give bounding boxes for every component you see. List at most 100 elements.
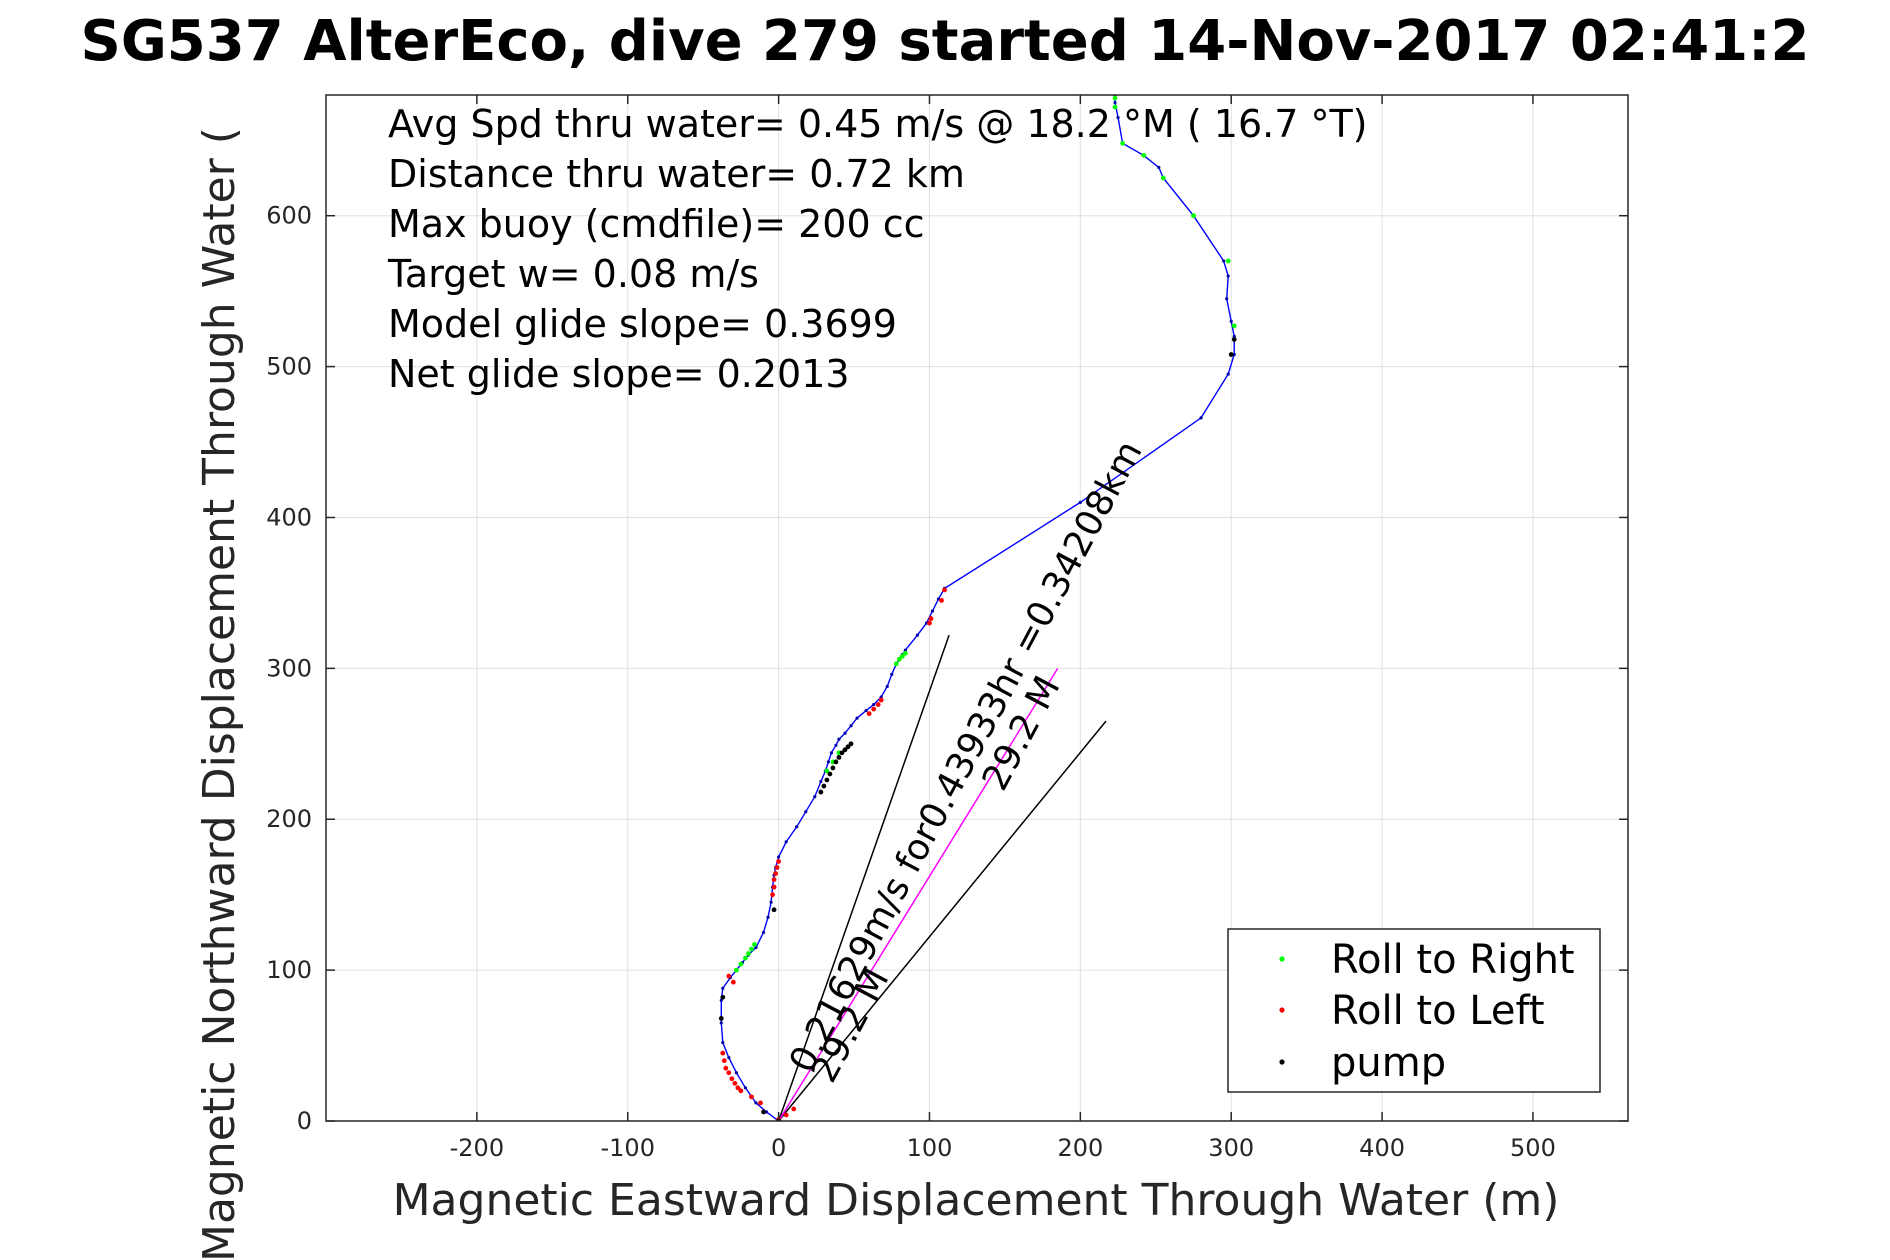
roll-to-left-point — [732, 1080, 738, 1086]
roll-to-left-point — [771, 884, 777, 890]
current-line — [777, 667, 1059, 1121]
legend-label-roll-left: Roll to Left — [1331, 988, 1545, 1034]
roll-to-right-point — [902, 650, 908, 656]
track-vertex — [719, 1021, 723, 1025]
x-tick-label: 500 — [1510, 1134, 1556, 1162]
roll-to-right-point — [896, 656, 902, 662]
current-vector — [777, 667, 1059, 1121]
y-tick-label: 0 — [297, 1107, 312, 1135]
roll-to-left-point — [774, 865, 780, 870]
track-vertex — [795, 825, 799, 829]
roll-to-left-point — [878, 697, 884, 703]
pump-point — [818, 789, 824, 795]
pump-point — [1228, 352, 1234, 357]
roll-to-right-point — [1112, 104, 1118, 110]
roll-to-left-point — [791, 1106, 797, 1112]
roll-to-right-point — [752, 942, 757, 947]
y-tick-label: 500 — [266, 353, 312, 381]
legend-marker-pump — [1279, 1059, 1285, 1065]
roll-to-right-point — [899, 653, 905, 659]
track-vertex — [834, 743, 838, 747]
pump-point — [1231, 337, 1237, 342]
roll-to-left-point — [942, 587, 947, 593]
track-vertex — [1116, 116, 1120, 120]
roll-to-right-point — [743, 955, 748, 961]
pump-point — [833, 759, 839, 765]
roll-to-left-point — [749, 1094, 754, 1100]
roll-to-right-point — [824, 768, 830, 774]
track-vertex — [769, 900, 773, 904]
track-vertex — [1199, 416, 1203, 420]
pump-point — [827, 771, 833, 777]
x-axis-label: Magnetic Eastward Displacement Through W… — [393, 1175, 1560, 1226]
y-tick-label: 300 — [266, 654, 312, 682]
roll-to-left-point — [875, 702, 881, 707]
track-vertex — [885, 684, 889, 689]
legend-marker-roll-left — [1279, 1007, 1285, 1013]
track-vertex — [915, 633, 920, 637]
track-vertex — [890, 672, 894, 676]
track-vertex — [727, 1056, 731, 1060]
data-points — [718, 95, 1237, 1121]
roll-to-left-point — [939, 598, 944, 603]
roll-to-right-point — [1141, 152, 1147, 158]
track-vertex — [819, 779, 823, 784]
pump-point — [845, 744, 851, 750]
roll-to-left-point — [773, 871, 778, 876]
track-vertex — [849, 724, 853, 728]
pump-point — [839, 750, 845, 756]
track-vertex — [721, 1040, 725, 1045]
heading-vector — [778, 720, 1107, 1121]
x-tick-label: 300 — [1208, 1134, 1254, 1162]
roll-to-right-point — [733, 967, 739, 973]
roll-to-left-point — [730, 979, 736, 985]
y-tick-label: 200 — [266, 805, 312, 833]
track-vertex — [754, 1101, 758, 1105]
pump-point — [836, 754, 842, 760]
track-vertex — [777, 855, 781, 859]
pump-point — [830, 765, 836, 771]
annotation-line-5: Model glide slope= 0.3699 — [388, 302, 897, 346]
legend: Roll to Right Roll to Left pump — [1227, 928, 1601, 1093]
annotation-line-4: Target w= 0.08 m/s — [387, 252, 759, 296]
legend-label-pump: pump — [1331, 1040, 1446, 1086]
heading-vector — [777, 634, 950, 1121]
legend-marker-roll-right — [1279, 956, 1285, 962]
axis-ticks: -200 -100 0 100 200 300 400 500 0 100 200 300 400 500… — [266, 95, 1628, 1162]
roll-to-left-point — [726, 973, 732, 979]
roll-to-left-point — [783, 1112, 789, 1118]
stats-annotation: Avg Spd thru water= 0.45 m/s @ 18.2 °M (… — [387, 102, 1368, 396]
y-axis-label: Magnetic Northward Displacement Through … — [194, 127, 245, 1260]
y-tick-label: 600 — [266, 202, 312, 230]
legend-label-roll-right: Roll to Right — [1331, 937, 1575, 983]
roll-to-left-point — [720, 1050, 726, 1056]
pump-point — [720, 994, 726, 1000]
track-vertex — [1113, 100, 1117, 105]
track-vertex — [1229, 319, 1233, 323]
pump-point — [824, 777, 830, 783]
pump-point — [718, 1016, 724, 1021]
roll-to-right-point — [1112, 95, 1118, 101]
track-vertex — [766, 915, 770, 919]
x-tick-label: 200 — [1057, 1134, 1103, 1162]
vectors — [777, 634, 1107, 1121]
track-vertex — [743, 1086, 748, 1090]
y-tick-label: 400 — [266, 503, 312, 531]
track-vertex — [761, 930, 766, 934]
plot-frame — [325, 94, 1629, 1122]
track-vertex — [804, 810, 808, 814]
roll-to-left-point — [726, 1070, 732, 1076]
track-vertex — [1226, 372, 1230, 376]
roll-to-left-point — [776, 859, 782, 864]
track-vertex — [930, 609, 935, 613]
track-vertex — [829, 751, 834, 755]
track-vertex — [837, 737, 841, 741]
track-vertex — [813, 795, 817, 799]
track-vertex — [826, 760, 830, 764]
roll-to-right-point — [893, 661, 899, 667]
track-vertex — [1225, 297, 1229, 301]
legend-box — [1227, 928, 1601, 1093]
track-vertex — [1157, 165, 1161, 170]
x-tick-label: 400 — [1359, 1134, 1405, 1162]
